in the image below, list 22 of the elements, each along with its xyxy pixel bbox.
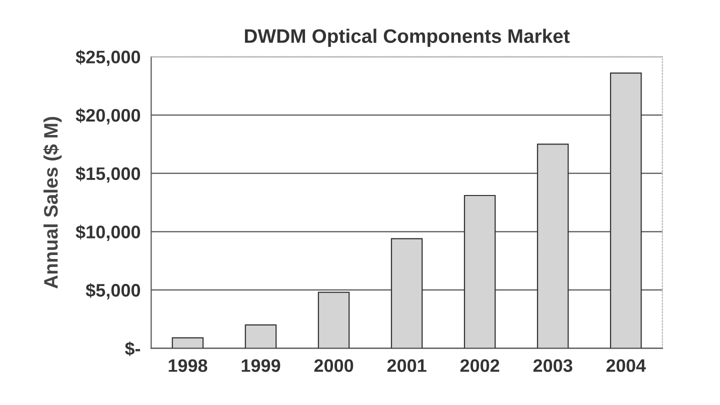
y-tick-label: $5,000: [86, 283, 140, 300]
bar: [464, 194, 496, 348]
bar: [244, 324, 277, 348]
y-tick-label: $20,000: [76, 108, 140, 124]
chart-title: DWDM Optical Components Market: [244, 28, 570, 47]
y-tick-label: $10,000: [76, 224, 140, 241]
bar: [390, 238, 423, 348]
x-tick-label: 2003: [533, 359, 572, 372]
y-tick-label: $-: [124, 341, 140, 356]
x-tick-label: 2004: [606, 359, 646, 372]
x-tick-label: 1998: [168, 359, 208, 372]
x-tick-label: 1999: [242, 359, 280, 372]
bar: [172, 337, 204, 348]
y-tick-label: $15,000: [76, 166, 140, 183]
bar: [318, 292, 350, 348]
bar: [610, 72, 642, 348]
y-axis-title: Annual Sales ($ M): [43, 117, 62, 288]
x-tick-label: 2001: [387, 359, 426, 372]
y-tick-label: $25,000: [76, 50, 140, 66]
x-tick-label: 2000: [314, 359, 354, 372]
bar: [536, 144, 569, 348]
x-tick-label: 2002: [460, 359, 500, 372]
